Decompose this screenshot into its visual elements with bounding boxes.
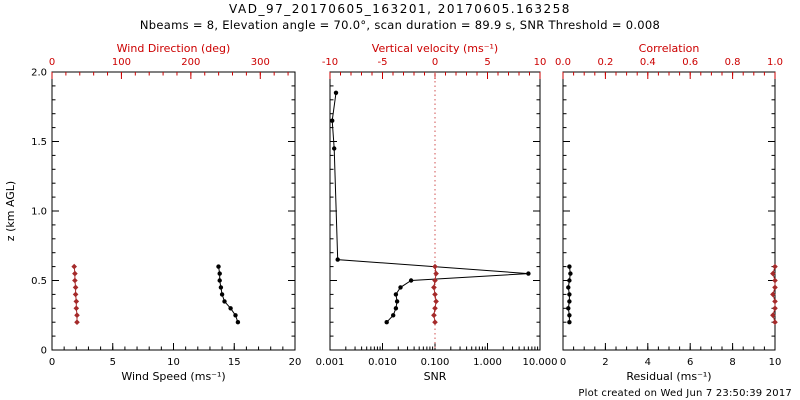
svg-text:20: 20 — [289, 357, 302, 368]
panel-wind: 0 0.5 1.0 1.5 2.0 z (km AGL) 0 5 10 15 20 Wind Spee… — [4, 42, 301, 383]
svg-text:4: 4 — [645, 357, 651, 368]
svg-text:10: 10 — [167, 357, 180, 368]
svg-text:10: 10 — [534, 57, 547, 68]
series-correlation-profile — [770, 263, 778, 325]
series-vertical-velocity — [431, 263, 439, 325]
svg-text:6: 6 — [687, 357, 693, 368]
svg-text:0.2: 0.2 — [597, 57, 613, 68]
series-snr-profile — [330, 90, 531, 325]
panel-snr: 0.001 0.010 0.100 1.000 10.000 SNR -10 -5 0 5 10 Ve… — [316, 42, 558, 383]
svg-text:0: 0 — [432, 57, 438, 68]
y-axis-label: z (km AGL) — [4, 181, 17, 241]
svg-text:300: 300 — [251, 57, 270, 68]
svg-text:100: 100 — [112, 57, 131, 68]
svg-text:0: 0 — [560, 357, 566, 368]
svg-text:5: 5 — [484, 57, 490, 68]
svg-text:5: 5 — [110, 357, 116, 368]
svg-text:1.0: 1.0 — [767, 57, 783, 68]
svg-text:0: 0 — [41, 346, 47, 357]
chart-subtitle: Nbeams = 8, Elevation angle = 70.0°, sca… — [139, 18, 661, 32]
svg-text:-5: -5 — [378, 57, 388, 68]
svg-text:10.000: 10.000 — [523, 357, 558, 368]
svg-text:0.4: 0.4 — [640, 57, 656, 68]
svg-text:1.000: 1.000 — [473, 357, 502, 368]
panel-residual: 0 2 4 6 8 10 Residual (ms⁻¹) 0.0 0.2 0.4 0.6 0.8 1.0… — [555, 42, 783, 383]
series-wind-speed — [216, 264, 241, 325]
svg-text:1.5: 1.5 — [31, 137, 47, 148]
svg-text:0.6: 0.6 — [682, 57, 698, 68]
svg-text:2: 2 — [602, 357, 608, 368]
svg-text:200: 200 — [181, 57, 200, 68]
svg-text:0: 0 — [49, 357, 55, 368]
svg-text:1.0: 1.0 — [31, 207, 47, 218]
svg-text:10: 10 — [769, 357, 782, 368]
svg-text:0.010: 0.010 — [368, 357, 397, 368]
wind-bottom-axis-label: Wind Speed (ms⁻¹) — [121, 370, 225, 383]
series-wind-direction — [71, 263, 80, 325]
wind-top-axis-label: Wind Direction (deg) — [117, 42, 231, 55]
chart-title: VAD_97_20170605_163201, 20170605.163258 — [229, 2, 571, 16]
plot-created-timestamp: Plot created on Wed Jun 7 23:50:39 2017 — [578, 388, 792, 399]
svg-text:8: 8 — [729, 357, 735, 368]
svg-text:15: 15 — [228, 357, 241, 368]
snr-bottom-axis-label: SNR — [424, 370, 447, 383]
svg-text:0: 0 — [49, 57, 55, 68]
svg-text:0.001: 0.001 — [316, 357, 345, 368]
svg-text:0.0: 0.0 — [555, 57, 571, 68]
svg-text:0.100: 0.100 — [421, 357, 450, 368]
svg-text:0.5: 0.5 — [31, 276, 47, 287]
svg-text:0.8: 0.8 — [725, 57, 741, 68]
residual-top-axis-label: Correlation — [639, 42, 700, 55]
svg-text:-10: -10 — [322, 57, 338, 68]
svg-text:2.0: 2.0 — [31, 68, 47, 79]
residual-bottom-axis-label: Residual (ms⁻¹) — [626, 370, 711, 383]
snr-top-axis-label: Vertical velocity (ms⁻¹) — [372, 42, 498, 55]
series-residual-profile — [566, 264, 573, 325]
